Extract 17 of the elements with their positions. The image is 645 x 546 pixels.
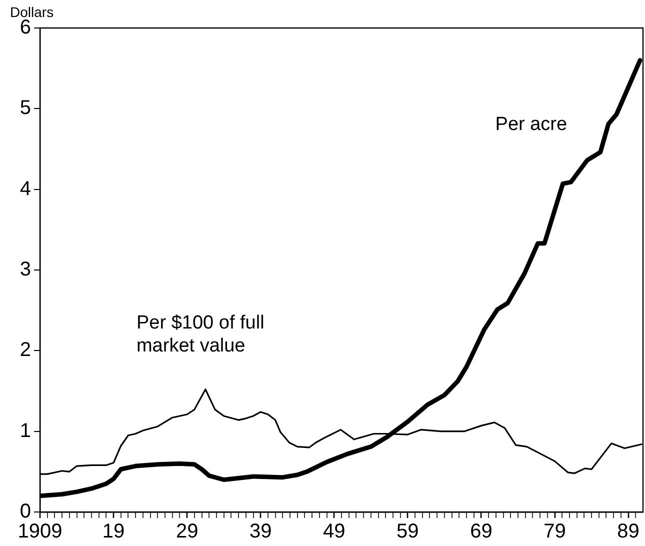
y-tick-label: 0 — [20, 500, 31, 523]
series-label: Per acre — [495, 114, 568, 136]
x-tick-label: 79 — [544, 520, 566, 543]
text: Per $100 of full market value — [136, 312, 264, 356]
x-tick-label: 69 — [470, 520, 492, 543]
x-tick-label: 39 — [249, 520, 272, 543]
y-tick-label: 4 — [20, 178, 31, 200]
x-tick-label: 59 — [396, 520, 419, 543]
y-tick-label: 5 — [20, 97, 31, 120]
x-tick-label: 1909 — [18, 520, 62, 543]
x-tick-label: 49 — [323, 520, 346, 543]
y-tick-label: 1 — [20, 420, 31, 442]
x-tick-label: 89 — [617, 520, 640, 543]
y-tick-label: 3 — [20, 258, 31, 281]
x-tick-label: 19 — [102, 520, 125, 543]
x-tick-label: 29 — [176, 520, 198, 543]
y-tick-label: 2 — [20, 339, 31, 362]
